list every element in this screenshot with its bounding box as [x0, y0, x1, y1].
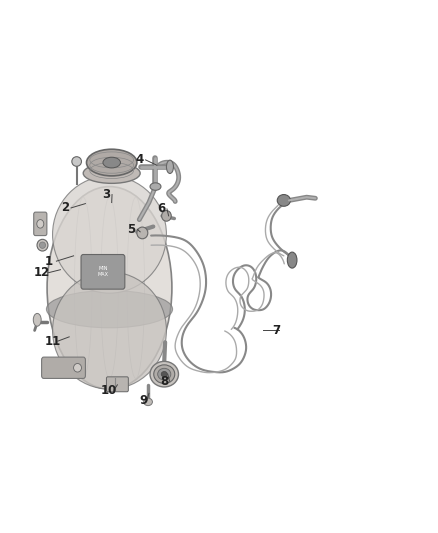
- Text: 5: 5: [127, 223, 135, 236]
- Ellipse shape: [161, 372, 167, 377]
- Ellipse shape: [137, 227, 148, 239]
- Ellipse shape: [46, 290, 173, 328]
- Ellipse shape: [103, 157, 120, 168]
- Text: MIN
MAX: MIN MAX: [97, 266, 109, 278]
- Text: 1: 1: [45, 255, 53, 268]
- FancyBboxPatch shape: [106, 377, 128, 392]
- Ellipse shape: [86, 149, 137, 176]
- Text: 10: 10: [100, 384, 117, 397]
- Ellipse shape: [53, 272, 166, 389]
- Ellipse shape: [47, 187, 172, 389]
- Ellipse shape: [150, 183, 161, 190]
- Ellipse shape: [72, 157, 81, 166]
- Ellipse shape: [74, 364, 81, 372]
- Text: 3: 3: [102, 188, 110, 201]
- FancyBboxPatch shape: [34, 212, 47, 236]
- Ellipse shape: [162, 211, 171, 221]
- Ellipse shape: [154, 365, 175, 384]
- Text: 2: 2: [61, 201, 69, 214]
- Text: 11: 11: [44, 335, 61, 348]
- Text: 8: 8: [160, 375, 168, 387]
- Ellipse shape: [83, 163, 140, 183]
- Ellipse shape: [287, 252, 297, 268]
- Ellipse shape: [39, 242, 46, 248]
- Ellipse shape: [150, 361, 179, 387]
- FancyBboxPatch shape: [81, 255, 125, 289]
- Ellipse shape: [37, 239, 48, 251]
- Ellipse shape: [33, 313, 41, 326]
- Ellipse shape: [166, 160, 173, 173]
- Ellipse shape: [144, 398, 152, 406]
- Ellipse shape: [37, 220, 44, 228]
- Ellipse shape: [158, 368, 171, 380]
- Text: 9: 9: [140, 394, 148, 407]
- Text: 12: 12: [33, 266, 50, 279]
- FancyBboxPatch shape: [42, 357, 85, 378]
- Text: 6: 6: [157, 203, 165, 215]
- Text: 4: 4: [135, 154, 143, 166]
- Text: 7: 7: [272, 324, 280, 337]
- Ellipse shape: [53, 176, 166, 293]
- Ellipse shape: [277, 195, 290, 206]
